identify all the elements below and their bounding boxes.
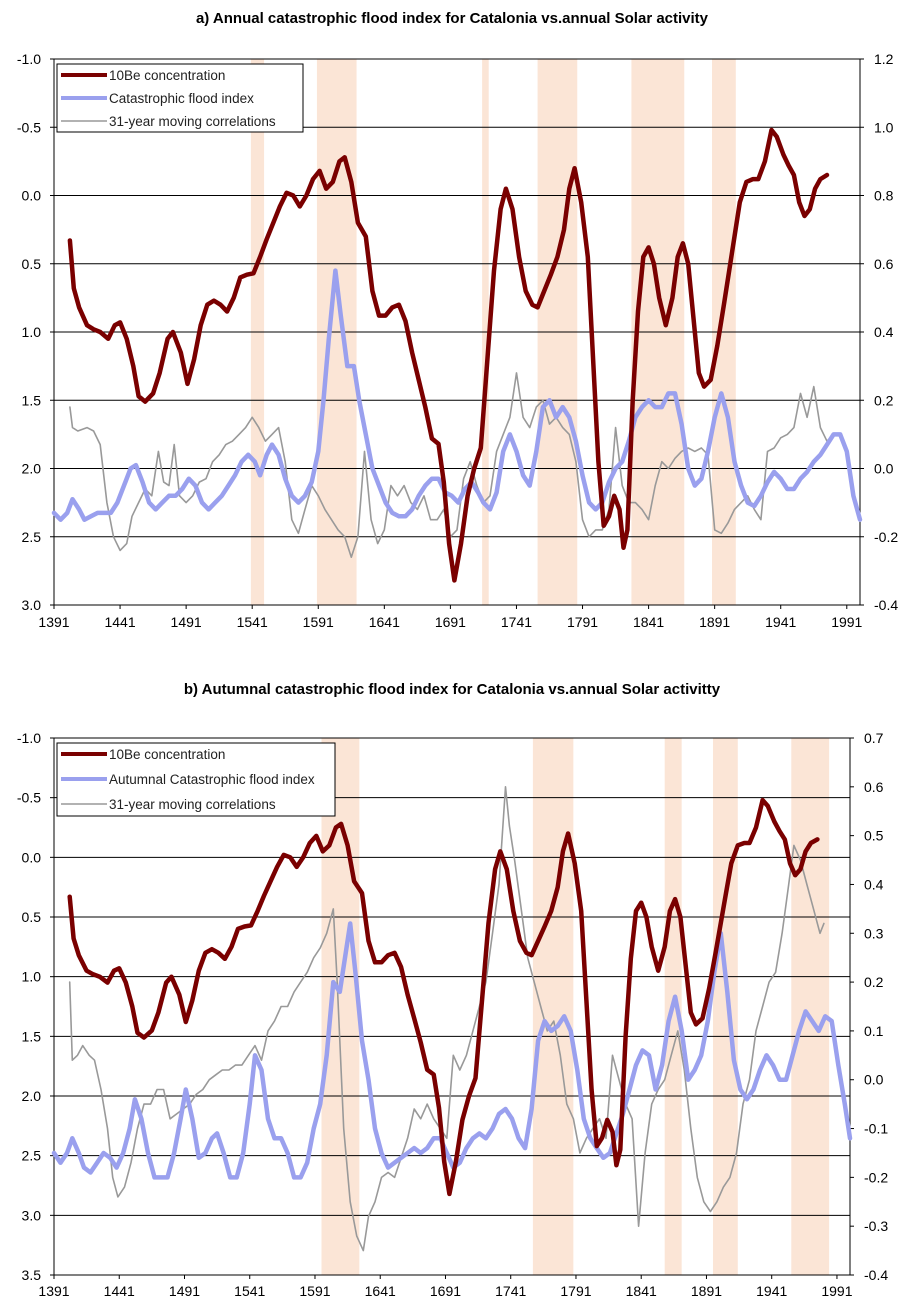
chart-a-legend-flood: Catastrophic flood index xyxy=(109,91,254,106)
chart-b-x-tick-label: 1541 xyxy=(234,1283,265,1299)
chart-b-shaded-period xyxy=(791,738,830,1275)
chart-b-x-axis-ticks: 1391 1441 1491 1541 1591 1641 1691 1741 1791 1841… xyxy=(38,1275,853,1299)
chart-b-x-tick-label: 1491 xyxy=(169,1283,200,1299)
chart-b-series xyxy=(51,785,853,1252)
chart-a-left-tick-label: 1.0 xyxy=(22,324,42,340)
chart-b-shaded-periods xyxy=(321,738,830,1275)
chart-a-x-tick-label: 1841 xyxy=(633,614,664,630)
chart-a-title: a) Annual catastrophic flood index for C… xyxy=(196,10,709,27)
chart-b-series-line-10be xyxy=(67,797,820,1197)
chart-b-legend-10be: 10Be concentration xyxy=(109,747,225,762)
chart-b-right-tick-label: 0.2 xyxy=(864,974,884,990)
chart-a: a) Annual catastrophic flood index for C… xyxy=(17,10,898,630)
chart-b-x-tick-label: 1441 xyxy=(104,1283,135,1299)
chart-a-x-tick-label: 1491 xyxy=(171,614,202,630)
chart-b-x-tick-label: 1941 xyxy=(756,1283,787,1299)
chart-b-left-tick-label: 1.0 xyxy=(22,969,42,985)
chart-a-legend-corr: 31-year moving correlations xyxy=(109,114,276,129)
chart-a-right-tick-label: 0.2 xyxy=(874,392,894,408)
chart-a-x-tick-label: 1891 xyxy=(699,614,730,630)
chart-a-x-tick-label: 1641 xyxy=(369,614,400,630)
chart-a-right-tick-label: 0.6 xyxy=(874,256,894,272)
chart-b-x-tick-label: 1891 xyxy=(691,1283,722,1299)
chart-b-x-tick-label: 1591 xyxy=(299,1283,330,1299)
chart-b-legend: 10Be concentration Autumnal Catastrophic… xyxy=(56,742,336,817)
chart-b-left-tick-label: 3.5 xyxy=(22,1267,42,1283)
chart-a-left-tick-label: -0.5 xyxy=(17,119,41,135)
chart-a-left-tick-label: 2.5 xyxy=(22,529,42,545)
chart-a-series-line-flood-index xyxy=(51,268,863,522)
chart-a-x-tick-label: 1991 xyxy=(831,614,862,630)
chart-b-left-axis-ticks: -1.0 -0.5 0.0 0.5 1.0 1.5 2.0 2.5 3.0 3.5 xyxy=(17,730,54,1283)
chart-a-x-tick-label: 1791 xyxy=(567,614,598,630)
chart-b-left-tick-label: 2.0 xyxy=(22,1088,42,1104)
chart-b-right-tick-label: 0.1 xyxy=(864,1023,884,1039)
chart-a-legend-10be: 10Be concentration xyxy=(109,68,225,83)
chart-b-right-tick-label: -0.4 xyxy=(864,1267,888,1283)
chart-b-right-tick-label: -0.2 xyxy=(864,1169,888,1185)
chart-b-x-tick-label: 1991 xyxy=(821,1283,852,1299)
chart-a-left-tick-label: -1.0 xyxy=(17,51,41,67)
chart-b-x-tick-label: 1391 xyxy=(38,1283,69,1299)
chart-b-shaded-period xyxy=(712,738,738,1275)
chart-a-series xyxy=(51,127,863,583)
chart-b-shaded-period xyxy=(532,738,574,1275)
chart-a-series-line-10be xyxy=(67,127,830,583)
chart-a-right-tick-label: -0.4 xyxy=(874,597,898,613)
chart-b-right-tick-label: 0.0 xyxy=(864,1072,884,1088)
chart-b: b) Autumnal catastrophic flood index for… xyxy=(17,681,888,1299)
chart-b-left-tick-label: 0.5 xyxy=(22,909,42,925)
chart-a-x-tick-label: 1441 xyxy=(104,614,135,630)
chart-b-legend-flood: Autumnal Catastrophic flood index xyxy=(109,772,315,787)
chart-b-left-tick-label: 2.5 xyxy=(22,1148,42,1164)
chart-b-x-tick-label: 1691 xyxy=(430,1283,461,1299)
chart-b-right-tick-label: 0.6 xyxy=(864,779,884,795)
chart-a-left-axis-ticks: -1.0 -0.5 0.0 0.5 1.0 1.5 2.0 2.5 3.0 xyxy=(17,51,54,613)
chart-b-right-tick-label: -0.3 xyxy=(864,1218,888,1234)
chart-b-right-tick-label: 0.7 xyxy=(864,730,884,746)
chart-b-x-tick-label: 1741 xyxy=(495,1283,526,1299)
chart-b-left-tick-label: 3.0 xyxy=(22,1207,42,1223)
chart-a-right-tick-label: 0.4 xyxy=(874,324,894,340)
chart-b-left-tick-label: -1.0 xyxy=(17,730,41,746)
chart-a-right-tick-label: -0.2 xyxy=(874,529,898,545)
chart-b-left-tick-label: -0.5 xyxy=(17,790,41,806)
chart-b-right-tick-label: 0.4 xyxy=(864,876,884,892)
chart-b-right-tick-label: 0.3 xyxy=(864,925,884,941)
chart-a-right-tick-label: 1.2 xyxy=(874,51,894,67)
chart-a-x-tick-label: 1941 xyxy=(765,614,796,630)
chart-a-right-tick-label: 0.8 xyxy=(874,188,894,204)
chart-a-x-axis-ticks: 1391 1441 1491 1541 1591 1641 1691 1741 1791 1841… xyxy=(38,605,863,630)
chart-b-right-axis-ticks: 0.7 0.6 0.5 0.4 0.3 0.2 0.1 0.0 -0.1 -0.2 -0.3 -0.4 xyxy=(850,730,888,1283)
chart-a-right-axis-ticks: 1.2 1.0 0.8 0.6 0.4 0.2 0.0 -0.2 -0.4 xyxy=(860,51,898,613)
chart-b-shaded-period xyxy=(321,738,360,1275)
chart-a-right-tick-label: 1.0 xyxy=(874,119,894,135)
chart-b-x-tick-label: 1641 xyxy=(365,1283,396,1299)
chart-b-x-tick-label: 1841 xyxy=(626,1283,657,1299)
chart-a-left-tick-label: 0.5 xyxy=(22,256,42,272)
chart-a-left-tick-label: 1.5 xyxy=(22,392,42,408)
chart-a-x-tick-label: 1691 xyxy=(435,614,466,630)
chart-b-left-tick-label: 0.0 xyxy=(22,849,42,865)
chart-b-right-tick-label: -0.1 xyxy=(864,1121,888,1137)
chart-a-x-tick-label: 1591 xyxy=(303,614,334,630)
chart-b-plot-border xyxy=(53,737,851,1276)
chart-a-legend: 10Be concentration Catastrophic flood in… xyxy=(56,63,304,133)
chart-b-left-tick-label: 1.5 xyxy=(22,1028,42,1044)
chart-a-x-tick-label: 1741 xyxy=(501,614,532,630)
chart-b-right-tick-label: 0.5 xyxy=(864,828,884,844)
chart-a-left-tick-label: 2.0 xyxy=(22,461,42,477)
chart-a-left-tick-label: 3.0 xyxy=(22,597,42,613)
chart-b-title: b) Autumnal catastrophic flood index for… xyxy=(184,681,721,698)
chart-a-x-tick-label: 1391 xyxy=(38,614,69,630)
chart-a-x-tick-label: 1541 xyxy=(237,614,268,630)
chart-b-legend-corr: 31-year moving correlations xyxy=(109,797,276,812)
chart-a-right-tick-label: 0.0 xyxy=(874,461,894,477)
chart-b-x-tick-label: 1791 xyxy=(560,1283,591,1299)
chart-a-left-tick-label: 0.0 xyxy=(22,188,42,204)
